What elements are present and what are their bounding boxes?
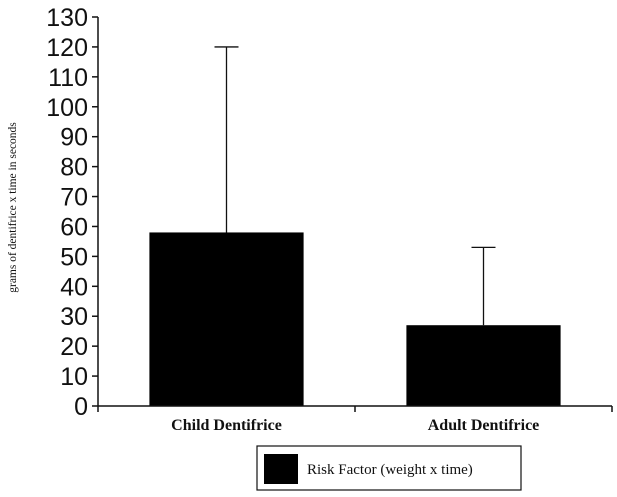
legend-swatch	[264, 454, 298, 484]
x-axis-ticks	[97, 406, 613, 412]
bars	[149, 232, 561, 406]
legend-label: Risk Factor (weight x time)	[307, 462, 473, 478]
x-axis-labels: Child Dentifrice Adult Dentifrice	[171, 417, 539, 434]
x-tick-label: Adult Dentifrice	[428, 417, 540, 434]
bar	[149, 232, 304, 406]
y-tick-label: 0	[74, 393, 88, 421]
y-tick-label: 20	[60, 333, 88, 361]
error-bars	[214, 46, 496, 326]
legend-box	[256, 445, 522, 491]
y-tick-label: 120	[46, 34, 88, 62]
legend: Risk Factor (weight x time)	[256, 445, 522, 491]
y-tick-label: 130	[46, 4, 88, 32]
y-tick-label: 80	[60, 154, 88, 182]
y-tick-label: 70	[60, 184, 88, 212]
y-tick-label: 40	[60, 273, 88, 301]
y-tick-label: 100	[46, 94, 88, 122]
y-axis-title: grams of dentifrice x time in seconds	[7, 122, 19, 293]
y-tick-label: 10	[60, 363, 88, 391]
y-tick-label: 30	[60, 303, 88, 331]
y-tick-label: 90	[60, 124, 88, 152]
bar	[406, 325, 561, 406]
y-tick-label: 60	[60, 213, 88, 241]
y-tick-label: 110	[48, 64, 88, 92]
x-tick-label: Child Dentifrice	[171, 417, 282, 434]
y-tick-label: 50	[60, 243, 88, 271]
